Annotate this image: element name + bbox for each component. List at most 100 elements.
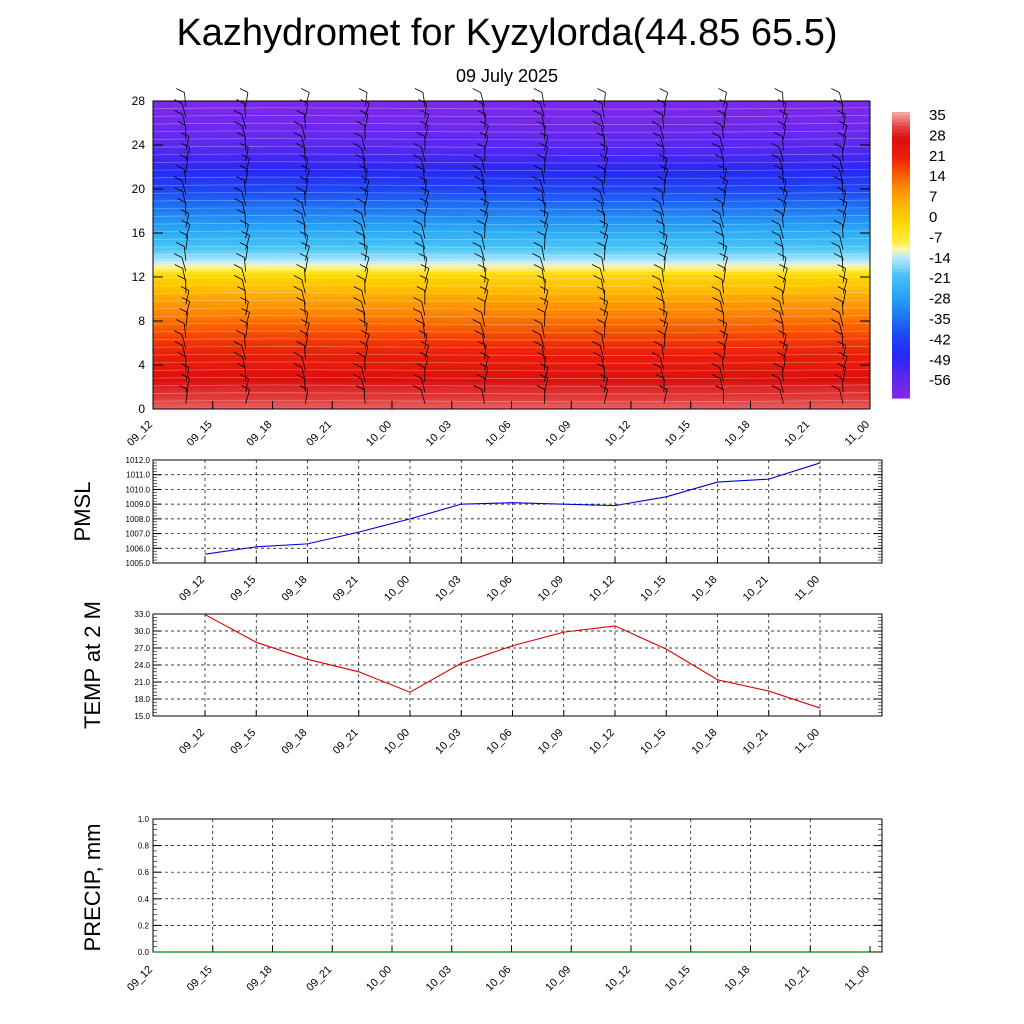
colorbar-segment xyxy=(892,357,910,362)
y-tick-label: 16 xyxy=(132,226,146,240)
y-tick-label: 18.0 xyxy=(134,695,150,704)
colorbar-segment xyxy=(892,122,910,127)
temperature-band xyxy=(153,359,870,363)
contour-line xyxy=(152,199,871,202)
temperature-band xyxy=(153,235,870,240)
temperature-band xyxy=(153,125,870,130)
colorbar-segment xyxy=(892,118,910,123)
temperature-band xyxy=(153,131,870,135)
x-tick-label: 10_03 xyxy=(433,574,463,604)
colorbar-segment xyxy=(892,224,910,229)
temperature-band xyxy=(153,150,870,154)
x-tick-label: 10_18 xyxy=(723,419,753,449)
wind-barbs xyxy=(173,88,848,404)
x-tick-label: 10_12 xyxy=(587,574,617,604)
contour-line xyxy=(152,330,871,333)
temperature-band xyxy=(153,222,870,226)
chart-subtitle: 09 July 2025 xyxy=(455,66,559,86)
y-tick-label: 1.0 xyxy=(138,815,150,824)
x-tick-label: 09_18 xyxy=(245,964,275,994)
x-tick-label: 10_12 xyxy=(603,419,633,449)
colorbar-segment xyxy=(892,214,910,219)
temperature-band xyxy=(153,109,870,113)
temperature-band xyxy=(153,370,870,374)
colorbar-label: 28 xyxy=(929,127,946,144)
temperature-band xyxy=(153,106,870,110)
y-tick-label: 1006.0 xyxy=(126,544,151,553)
x-tick-label: 09_21 xyxy=(304,964,334,994)
y-tick-label: 20 xyxy=(132,182,146,196)
panel-frame xyxy=(152,818,883,953)
colorbar-segment xyxy=(892,329,910,334)
temperature-band xyxy=(153,213,870,218)
colorbar-segment xyxy=(892,227,910,232)
temperature-band xyxy=(153,351,870,355)
colorbar-segment xyxy=(892,231,910,236)
colorbar-label: -49 xyxy=(929,352,951,369)
y-tick-label: 1009.0 xyxy=(126,500,151,509)
temperature-band xyxy=(153,233,870,237)
contour-line xyxy=(152,184,871,187)
precip-panel: 1.0 0.8 0.6 0.4 0.2 0.0 09_12 09_15 09_18 09_21 10… xyxy=(80,815,883,994)
temperature-band xyxy=(153,362,870,366)
colorbar-segment xyxy=(892,207,910,212)
colorbar-segment xyxy=(892,186,910,191)
colorbar-segment xyxy=(892,125,910,130)
colorbar-segment xyxy=(892,384,910,389)
temperature-band xyxy=(153,378,870,383)
temperature-band xyxy=(153,332,870,336)
colorbar-segment xyxy=(892,146,910,151)
y-tick-label: 28 xyxy=(132,94,146,108)
colorbar-segment xyxy=(892,258,910,263)
contour-line xyxy=(152,299,871,302)
temperature-band xyxy=(153,268,870,273)
temperature-band xyxy=(153,156,870,160)
wind-barb-column xyxy=(173,88,191,404)
temperature-band xyxy=(153,139,870,143)
colorbar-segment xyxy=(892,169,910,174)
colorbar-segment xyxy=(892,241,910,246)
temperature-band xyxy=(153,373,870,377)
wind-barb-column xyxy=(651,88,669,404)
temperature-band xyxy=(153,365,870,369)
contour-line xyxy=(152,161,871,164)
temperature-band xyxy=(153,123,870,127)
temperature-band xyxy=(153,101,870,105)
colorbar-segment xyxy=(892,193,910,198)
colorbar-segment xyxy=(892,326,910,331)
y-tick-label: 1011.0 xyxy=(126,471,150,480)
chart-title: Kazhydromet for Kyzylorda(44.85 65.5) xyxy=(176,12,838,54)
temperature-band xyxy=(153,147,870,152)
temperature-band xyxy=(153,318,870,322)
colorbar-segment xyxy=(892,135,910,140)
x-tick-label: 11_00 xyxy=(793,574,823,604)
temperature-band xyxy=(153,241,870,245)
x-tick-label: 11_00 xyxy=(843,964,873,994)
contour-line xyxy=(152,315,871,318)
x-tick-label: 10_21 xyxy=(782,964,812,994)
x-tick-label: 10_21 xyxy=(741,574,771,604)
contour-line xyxy=(152,284,871,287)
temperature-band xyxy=(153,153,870,157)
temperature-band xyxy=(153,337,870,341)
colorbar-segment xyxy=(892,312,910,317)
temperature-band xyxy=(153,252,870,256)
x-tick-label: 10_12 xyxy=(587,727,617,757)
y-tick-label: 1007.0 xyxy=(126,530,151,539)
colorbar-label: -35 xyxy=(929,311,951,328)
contour-line xyxy=(152,153,871,156)
colorbar-segment xyxy=(892,112,910,117)
temperature-band xyxy=(153,158,870,163)
x-tick-label: 09_15 xyxy=(185,964,215,994)
contour-line xyxy=(152,222,871,225)
temp2m-panel: 33.0 30.0 27.0 24.0 21.0 18.0 15.0 09_12 09_15 09… xyxy=(80,601,883,757)
contour-line xyxy=(152,122,871,125)
contour-line xyxy=(152,269,871,272)
colorbar-label: 21 xyxy=(929,148,946,165)
x-tick-label: 10_00 xyxy=(382,727,412,757)
temperature-band xyxy=(153,395,870,399)
colorbar-segment xyxy=(892,197,910,202)
temperature-band xyxy=(153,381,870,385)
temperature-band xyxy=(153,178,870,182)
